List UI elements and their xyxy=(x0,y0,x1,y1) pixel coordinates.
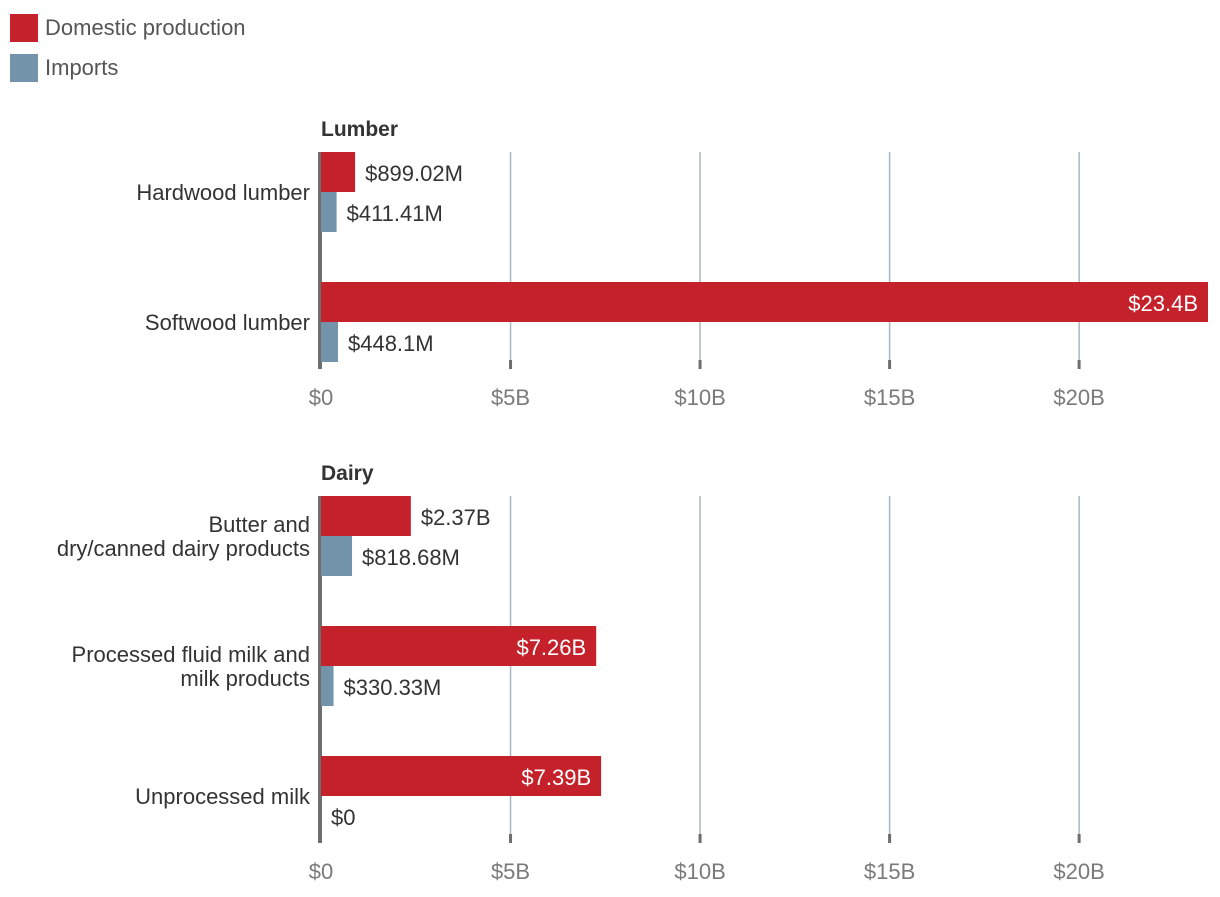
data-label-dairy-0-imports: $818.68M xyxy=(362,545,460,570)
legend-label-domestic: Domestic production xyxy=(45,15,246,40)
tick-label-lumber-2: $10B xyxy=(674,385,725,410)
tick-label-dairy-1: $5B xyxy=(491,859,530,884)
category-label-dairy-1-1: milk products xyxy=(180,666,310,691)
bar-lumber-1-imports xyxy=(321,322,338,362)
data-label-dairy-2-imports: $0 xyxy=(331,805,355,830)
tick-label-lumber-1: $5B xyxy=(491,385,530,410)
data-label-dairy-1-imports: $330.33M xyxy=(344,675,442,700)
bar-dairy-1-imports xyxy=(321,666,334,706)
tick-mark-dairy-2 xyxy=(698,834,702,843)
data-label-dairy-0-domestic: $2.37B xyxy=(421,505,491,530)
bar-dairy-0-domestic xyxy=(321,496,411,536)
baseline-lumber xyxy=(318,152,322,369)
category-label-dairy-0-1: dry/canned dairy products xyxy=(57,536,310,561)
data-label-lumber-1-domestic: $23.4B xyxy=(1128,291,1198,316)
tick-label-lumber-3: $15B xyxy=(864,385,915,410)
panel-title-lumber: Lumber xyxy=(321,118,398,141)
tick-label-lumber-0: $0 xyxy=(309,385,333,410)
bar-dairy-2-domestic xyxy=(321,756,602,796)
data-label-dairy-2-domestic: $7.39B xyxy=(521,765,591,790)
data-label-dairy-1-domestic: $7.26B xyxy=(516,635,586,660)
category-label-dairy-0-0: Butter and xyxy=(208,512,310,537)
bar-dairy-0-imports xyxy=(321,536,353,576)
category-label-dairy-1-0: Processed fluid milk and xyxy=(72,642,310,667)
legend-swatch-domestic xyxy=(10,14,38,42)
legend-label-imports: Imports xyxy=(45,55,118,80)
tick-label-dairy-2: $10B xyxy=(674,859,725,884)
tick-mark-dairy-3 xyxy=(888,834,892,843)
tick-label-lumber-4: $20B xyxy=(1053,385,1104,410)
bar-dairy-1-domestic xyxy=(321,626,597,666)
tick-mark-dairy-1 xyxy=(509,834,513,843)
tick-mark-lumber-4 xyxy=(1077,360,1081,369)
bar-lumber-0-domestic xyxy=(321,152,356,192)
bar-lumber-1-domestic xyxy=(321,282,1208,322)
tick-label-dairy-4: $20B xyxy=(1053,859,1104,884)
tick-mark-lumber-2 xyxy=(698,360,702,369)
category-label-lumber-1-0: Softwood lumber xyxy=(145,310,310,335)
baseline-dairy xyxy=(318,496,322,843)
tick-mark-lumber-1 xyxy=(509,360,513,369)
panel-title-dairy: Dairy xyxy=(321,462,374,485)
category-label-lumber-0-0: Hardwood lumber xyxy=(136,180,310,205)
data-label-lumber-1-imports: $448.1M xyxy=(348,331,434,356)
tick-label-dairy-3: $15B xyxy=(864,859,915,884)
data-label-lumber-0-domestic: $899.02M xyxy=(365,161,463,186)
legend-swatch-imports xyxy=(10,54,38,82)
tick-mark-dairy-4 xyxy=(1077,834,1081,843)
tick-mark-lumber-3 xyxy=(888,360,892,369)
category-label-dairy-2-0: Unprocessed milk xyxy=(135,784,311,809)
bar-lumber-0-imports xyxy=(321,192,337,232)
data-label-lumber-0-imports: $411.41M xyxy=(347,201,443,226)
tick-label-dairy-0: $0 xyxy=(309,859,333,884)
